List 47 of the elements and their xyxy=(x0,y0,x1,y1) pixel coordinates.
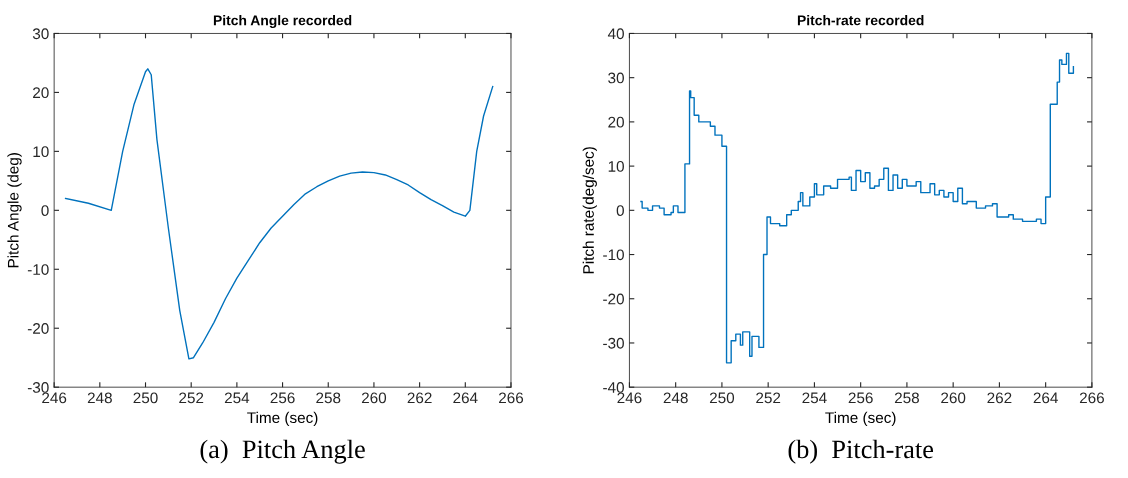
y-tick-label: -30 xyxy=(603,337,624,349)
y-tick-label: 20 xyxy=(33,87,49,99)
x-tick-label: 250 xyxy=(709,392,735,404)
y-tick-label: 10 xyxy=(33,146,49,158)
x-tick-label: 246 xyxy=(617,392,642,404)
y-axis-title: Pitch rate(deg/sec) xyxy=(582,147,597,274)
x-tick-label: 262 xyxy=(407,392,432,404)
y-tick-label: 0 xyxy=(616,205,624,217)
y-tick-label: 40 xyxy=(607,28,624,40)
x-tick-label: 256 xyxy=(848,392,873,404)
x-axis-title: Time (sec) xyxy=(247,411,318,427)
x-axis-title: Time (sec) xyxy=(825,411,896,427)
x-tick-label: 248 xyxy=(663,392,688,404)
y-tick-label: -30 xyxy=(27,382,49,393)
x-tick-label: 250 xyxy=(133,392,158,404)
x-tick-label: 260 xyxy=(361,392,387,404)
x-tick-label: 252 xyxy=(756,392,781,404)
x-tick-label: 266 xyxy=(1079,392,1104,404)
y-tick-label: 30 xyxy=(608,72,624,84)
y-tick-label: -40 xyxy=(603,382,624,393)
x-tick-label: 260 xyxy=(941,392,966,404)
chart-title: Pitch-rate recorded xyxy=(797,15,924,26)
y-tick-label: -10 xyxy=(27,264,49,275)
y-tick-label: -20 xyxy=(603,293,624,305)
text: (b) Pitch-rate xyxy=(788,439,934,464)
x-tick-label: 248 xyxy=(87,392,112,404)
y-tick-label: 20 xyxy=(608,116,624,128)
x-tick-label: 252 xyxy=(179,392,204,404)
x-tick-label: 254 xyxy=(224,392,250,404)
x-tick-label: 258 xyxy=(894,392,919,404)
x-tick-label: 246 xyxy=(42,392,67,404)
x-tick-label: 266 xyxy=(499,392,524,404)
line-series xyxy=(64,68,494,360)
x-tick-label: 264 xyxy=(1033,392,1058,404)
y-tick-label: 10 xyxy=(608,160,624,172)
y-tick-label: 30 xyxy=(32,28,49,40)
y-tick-label: -10 xyxy=(603,249,624,261)
x-tick-label: 254 xyxy=(802,392,827,404)
x-tick-label: 256 xyxy=(270,392,295,404)
y-tick-label: -20 xyxy=(27,323,49,334)
x-tick-label: 262 xyxy=(987,392,1012,404)
text: (a) Pitch Angle xyxy=(200,439,365,464)
x-tick-label: 264 xyxy=(453,392,478,404)
x-tick-label: 258 xyxy=(316,392,341,404)
y-tick-label: 0 xyxy=(41,205,49,217)
y-axis-title: Pitch Angle (deg) xyxy=(7,153,22,268)
chart-title: Pitch Angle recorded xyxy=(213,15,352,29)
